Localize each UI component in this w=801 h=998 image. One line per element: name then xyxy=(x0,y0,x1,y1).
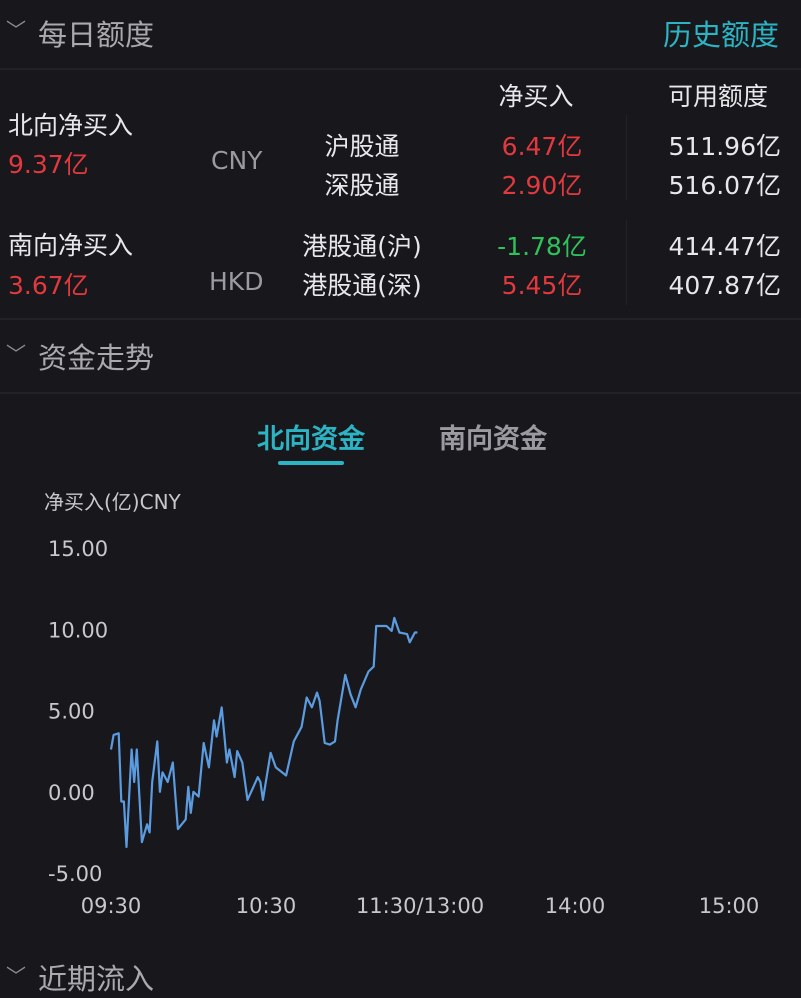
row-name: 深股通 xyxy=(324,166,399,202)
row-net: 6.47亿 xyxy=(502,127,583,163)
row-available: 511.96亿 xyxy=(669,127,781,163)
x-tick-label: 14:00 xyxy=(545,894,606,918)
row-name: 沪股通 xyxy=(324,127,399,163)
north-value: 9.37亿 xyxy=(8,145,89,181)
row-net: 2.90亿 xyxy=(502,166,583,202)
net-buy-chart: 净买入(亿)CNY 15.00 10.00 5.00 0.00 -5.00 09:30 1… xyxy=(0,480,801,925)
col-header-net-buy: 净买入 xyxy=(498,77,573,113)
active-tab-indicator xyxy=(278,461,344,465)
x-tick-label: 10:30 xyxy=(236,894,297,918)
x-tick-label: 09:30 xyxy=(81,894,142,918)
x-tick-label: 15:00 xyxy=(699,894,760,918)
history-quota-link[interactable]: 历史额度 xyxy=(663,12,779,54)
series-line xyxy=(111,618,417,847)
chevron-down-icon: ﹀ xyxy=(6,338,26,367)
row-available: 407.87亿 xyxy=(669,266,781,302)
tab-north-funds[interactable]: 北向资金 xyxy=(257,417,365,456)
south-value: 3.67亿 xyxy=(8,266,89,302)
row-available: 414.47亿 xyxy=(669,227,781,263)
y-tick-label: 5.00 xyxy=(48,700,95,724)
south-currency: HKD xyxy=(209,267,263,296)
south-label: 南向净买入 xyxy=(8,226,133,262)
row-name: 港股通(沪) xyxy=(302,227,422,263)
recent-inflow-title: 近期流入 xyxy=(38,956,154,998)
section-title: 资金走势 xyxy=(38,335,154,377)
col-header-available: 可用额度 xyxy=(668,77,768,113)
y-tick-label: 15.00 xyxy=(48,537,108,561)
north-currency: CNY xyxy=(211,146,262,175)
row-net: -1.78亿 xyxy=(497,227,587,263)
row-name: 港股通(深) xyxy=(302,266,422,302)
north-label: 北向净买入 xyxy=(8,106,133,142)
row-available: 516.07亿 xyxy=(669,166,781,202)
y-axis-label: 净买入(亿)CNY xyxy=(44,490,182,514)
section-title: 每日额度 xyxy=(38,12,154,54)
x-tick-label: 11:30/13:00 xyxy=(356,894,484,918)
row-net: 5.45亿 xyxy=(502,266,583,302)
y-tick-label: 10.00 xyxy=(48,618,108,642)
tab-south-funds[interactable]: 南向资金 xyxy=(439,417,547,456)
y-tick-label: -5.00 xyxy=(48,862,102,886)
chevron-down-icon: ﹀ xyxy=(6,14,26,43)
y-tick-label: 0.00 xyxy=(48,781,95,805)
